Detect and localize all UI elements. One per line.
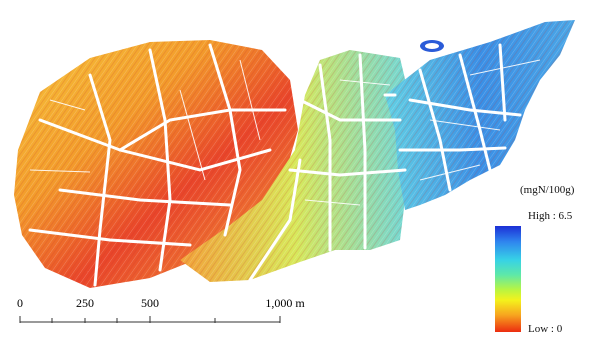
field-boundaries [28,43,522,287]
scale-tick-1000: 1,000 m [265,296,305,310]
scale-tick-0: 0 [17,296,23,310]
middle-fields [180,50,410,282]
legend-low-label: Low : 0 [528,323,563,335]
scale-tick-500: 500 [141,296,159,310]
east-fields [385,20,575,210]
legend-unit: (mgN/100g) [520,184,575,196]
legend-high-label: High : 6.5 [528,210,573,222]
scale-tick-250: 250 [76,296,94,310]
legend-color-ramp [495,226,521,332]
scale-bar [19,316,281,323]
